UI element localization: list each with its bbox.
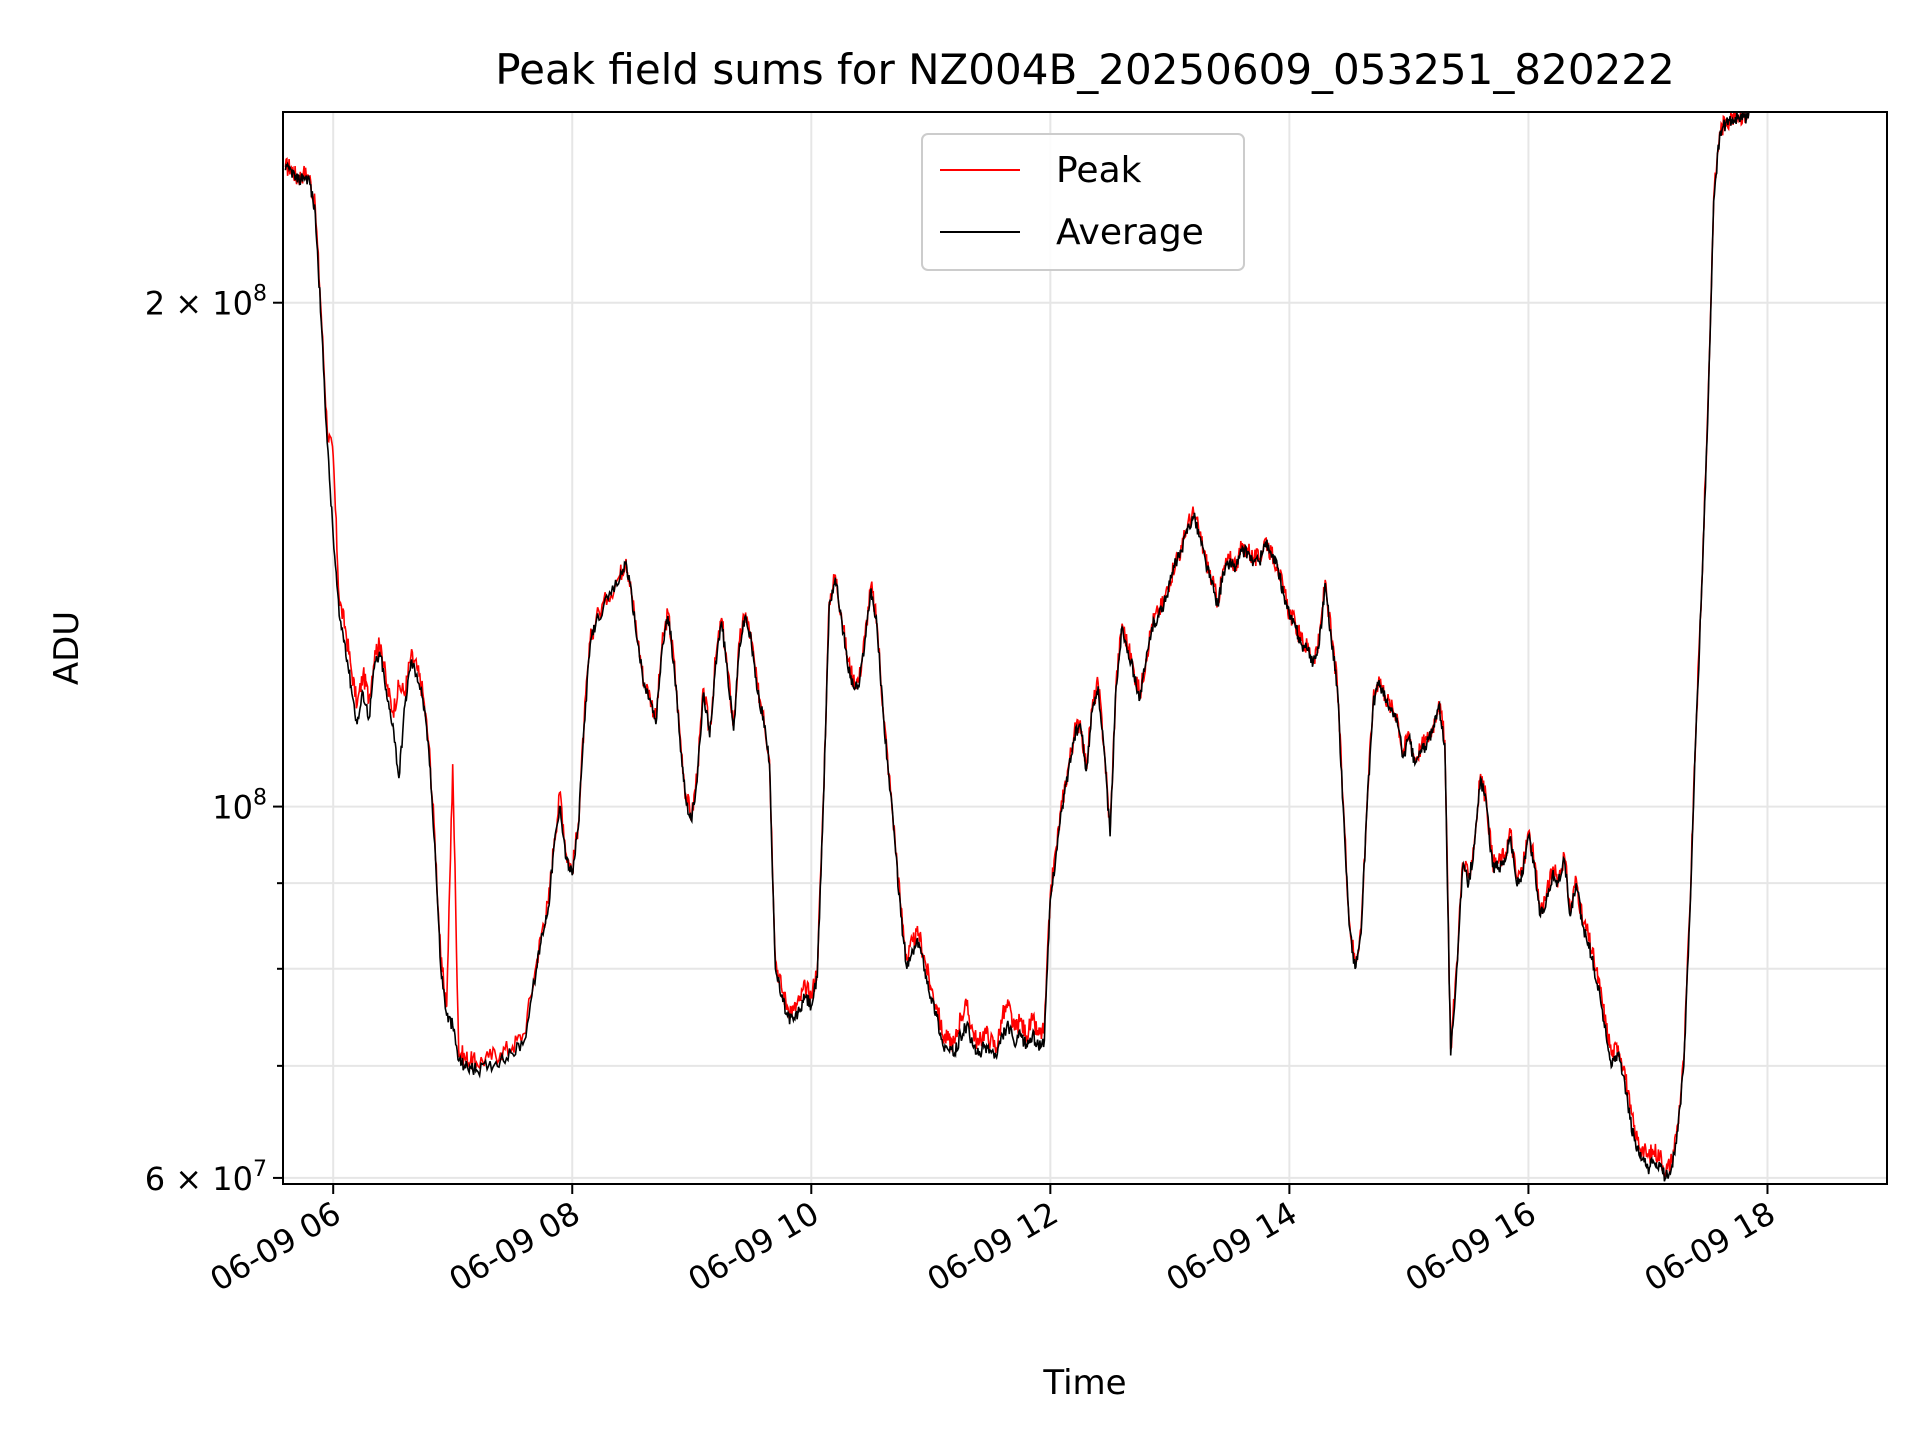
grid xyxy=(283,112,1887,1184)
y-tick-label: 6 × 107 xyxy=(145,1157,267,1198)
y-axis: 6 × 107 108 2 × 108 xyxy=(145,282,283,1198)
legend-average-label: Average xyxy=(1056,212,1204,253)
plot-area xyxy=(284,112,1750,1182)
x-axis-label: Time xyxy=(1042,1363,1126,1403)
y-axis-label: ADU xyxy=(47,611,87,685)
plot-frame xyxy=(282,111,1888,1185)
series-average-line xyxy=(284,112,1750,1182)
chart-title: Peak field sums for NZ004B_20250609_0532… xyxy=(495,45,1674,94)
y-tick-label: 108 xyxy=(212,786,267,827)
legend-peak-label: Peak xyxy=(1056,150,1142,191)
legend-box xyxy=(921,133,1245,271)
legend: Peak Average xyxy=(921,133,1245,271)
y-tick-label: 2 × 108 xyxy=(145,282,267,323)
